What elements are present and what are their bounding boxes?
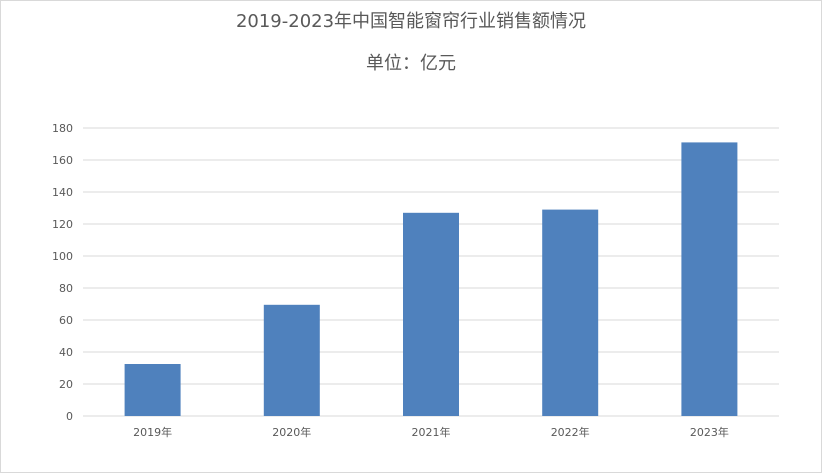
y-tick-label: 40 — [59, 346, 73, 359]
x-tick-label: 2019年 — [133, 425, 172, 439]
y-tick-label: 20 — [59, 378, 73, 391]
y-tick-label: 120 — [52, 218, 73, 231]
x-tick-label: 2021年 — [412, 425, 451, 439]
x-tick-label: 2023年 — [690, 425, 729, 439]
x-tick-label: 2022年 — [551, 425, 590, 439]
y-tick-label: 0 — [66, 410, 73, 423]
y-tick-label: 60 — [59, 314, 73, 327]
x-tick-label: 2020年 — [272, 425, 311, 439]
chart-subtitle: 单位：亿元 — [366, 53, 456, 74]
y-tick-label: 140 — [52, 186, 73, 199]
bar — [124, 364, 181, 416]
y-tick-label: 180 — [52, 122, 73, 135]
chart-title: 2019-2023年中国智能窗帘行业销售额情况 — [235, 11, 587, 32]
bar — [403, 212, 459, 416]
y-tick-label: 160 — [52, 154, 73, 167]
y-tick-label: 80 — [59, 282, 73, 295]
bar — [681, 142, 738, 416]
bar — [542, 209, 599, 416]
y-tick-label: 100 — [52, 250, 73, 263]
bar — [263, 304, 320, 416]
